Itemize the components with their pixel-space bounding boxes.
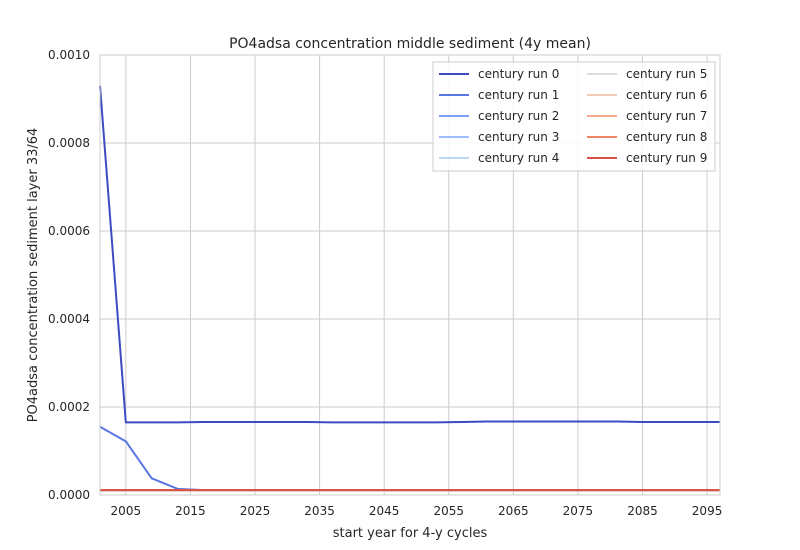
legend-label-run-1: century run 1 [478, 88, 559, 102]
legend-label-run-2: century run 2 [478, 109, 559, 123]
legend-label-run-0: century run 0 [478, 67, 559, 81]
x-tick-label: 2055 [433, 504, 464, 518]
y-tick-label: 0.0006 [48, 224, 90, 238]
legend-label-run-4: century run 4 [478, 151, 559, 165]
x-tick-label: 2035 [304, 504, 335, 518]
x-ticks: 2005 2015 2025 2035 2045 2055 2065 2075 2085 2095 [111, 504, 723, 518]
x-tick-label: 2005 [111, 504, 142, 518]
legend-label-run-9: century run 9 [626, 151, 707, 165]
series-layer [99, 85, 720, 492]
legend: century run 0 century run 1 century run 2 c… [432, 61, 716, 172]
x-tick-label: 2095 [692, 504, 723, 518]
legend-box [432, 61, 716, 172]
x-tick-label: 2085 [627, 504, 658, 518]
x-tick-label: 2025 [240, 504, 271, 518]
series-line-run-0 [99, 85, 720, 424]
x-tick-label: 2075 [563, 504, 594, 518]
x-tick-label: 2045 [369, 504, 400, 518]
y-tick-label: 0.0004 [48, 312, 90, 326]
x-axis-label: start year for 4-y cycles [333, 526, 488, 541]
legend-label-run-7: century run 7 [626, 109, 707, 123]
y-tick-label: 0.0000 [48, 488, 90, 502]
chart-title: PO4adsa concentration middle sediment (4… [229, 36, 591, 52]
y-tick-label: 0.0002 [48, 400, 90, 414]
legend-label-run-5: century run 5 [626, 67, 707, 81]
y-tick-label: 0.0008 [48, 136, 90, 150]
y-tick-label: 0.0010 [48, 48, 90, 62]
legend-label-run-6: century run 6 [626, 88, 707, 102]
y-ticks: 0.0000 0.0002 0.0004 0.0006 0.0008 0.0010 [48, 48, 90, 502]
x-tick-label: 2015 [175, 504, 206, 518]
y-axis-label: PO4adsa concentration sediment layer 33/… [26, 128, 41, 423]
plot-frame [99, 54, 721, 496]
legend-label-run-3: century run 3 [478, 130, 559, 144]
x-tick-label: 2065 [498, 504, 529, 518]
legend-label-run-8: century run 8 [626, 130, 707, 144]
